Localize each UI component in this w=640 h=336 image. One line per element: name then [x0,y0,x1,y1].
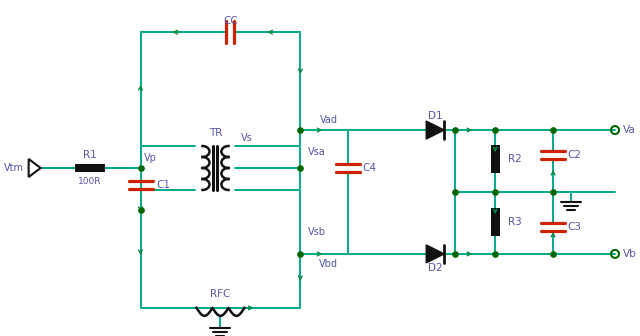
Text: 100R: 100R [78,177,101,186]
Bar [491,145,500,173]
Bar [491,208,500,236]
Bar [75,164,104,172]
Text: C3: C3 [567,222,581,232]
Polygon shape [426,121,444,139]
Polygon shape [426,245,444,263]
Text: Vsb: Vsb [308,227,326,237]
Text: Vb: Vb [623,249,637,259]
Text: TR: TR [209,128,222,138]
Text: C4: C4 [362,163,376,173]
Text: Vad: Vad [321,115,339,125]
Text: D2: D2 [428,263,442,273]
Text: Vp: Vp [143,153,156,163]
Text: C1: C1 [157,180,170,190]
Text: Vs: Vs [241,133,252,143]
Text: Vtm: Vtm [4,163,24,173]
Text: RFC: RFC [211,289,230,299]
Text: C2: C2 [567,150,581,160]
Text: R3: R3 [508,217,522,227]
Text: Vbd: Vbd [319,259,339,269]
Text: R2: R2 [508,154,522,164]
Text: Va: Va [623,125,636,135]
Text: R1: R1 [83,150,97,160]
Text: D1: D1 [428,111,442,121]
Text: CC: CC [223,16,238,26]
Text: Vsa: Vsa [308,147,326,157]
